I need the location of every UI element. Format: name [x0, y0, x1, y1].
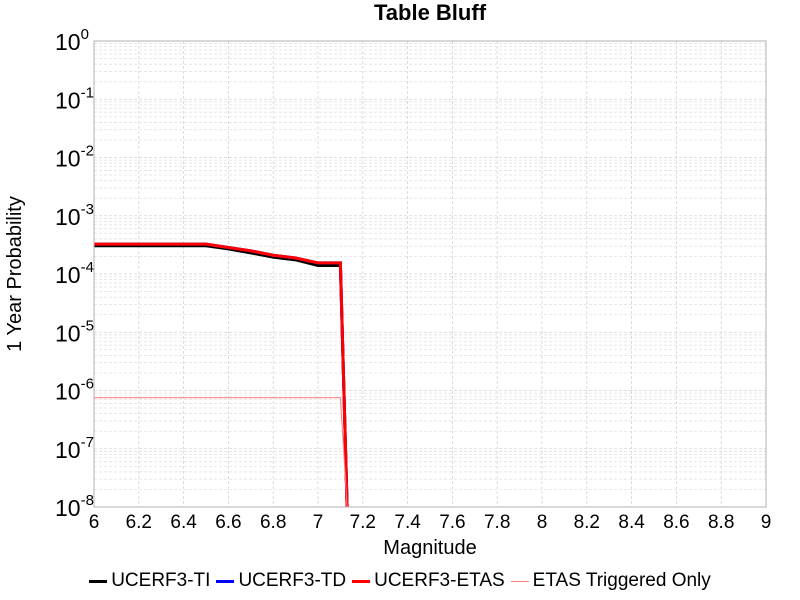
legend-swatch: [216, 579, 235, 583]
y-tick-label: 10-2: [55, 143, 94, 172]
chart-title: Table Bluff: [373, 0, 487, 25]
y-tick-label: 100: [55, 26, 89, 55]
legend-label: UCERF3-TI: [111, 570, 211, 591]
x-tick-label: 8.8: [708, 512, 734, 533]
legend-item: UCERF3-ETAS: [352, 570, 505, 592]
legend-item: ETAS Triggered Only: [510, 570, 711, 592]
x-tick-label: 7.6: [439, 512, 465, 533]
series-line-ucerf3-etas: [94, 242, 349, 507]
x-tick-label: 7.8: [484, 512, 510, 533]
y-tick-label: 10-6: [55, 376, 94, 405]
x-tick-label: 6.8: [260, 512, 286, 533]
x-tick-label: 9: [761, 512, 772, 533]
series-group: [94, 242, 349, 507]
y-tick-label: 10-7: [55, 434, 94, 463]
x-tick-label: 6.4: [170, 512, 197, 533]
plot-border: [93, 40, 767, 508]
y-tick-label: 10-1: [55, 84, 94, 113]
x-tick-label: 7.4: [394, 512, 421, 533]
x-tick-label: 6.2: [126, 512, 152, 533]
legend-item: UCERF3-TD: [216, 570, 346, 592]
x-tick-label: 6.6: [215, 512, 241, 533]
x-tick-label: 8.4: [618, 512, 645, 533]
y-axis-label: 1 Year Probability: [4, 196, 26, 352]
x-tick-label: 7: [313, 512, 324, 533]
grid: [93, 40, 767, 508]
x-tick-label: 7.2: [350, 512, 376, 533]
legend-label: ETAS Triggered Only: [532, 570, 711, 591]
series-line-ucerf3-ti: [94, 244, 349, 507]
y-tick-label: 10-4: [55, 259, 94, 288]
legend-swatch: [510, 580, 529, 582]
legend-label: UCERF3-TD: [238, 570, 347, 591]
legend-item: UCERF3-TI: [89, 570, 210, 592]
legend-swatch: [352, 579, 371, 583]
x-tick-label: 8.6: [663, 512, 689, 533]
y-tick-label: 10-3: [55, 201, 94, 230]
legend-label: UCERF3-ETAS: [374, 570, 505, 591]
x-tick-label: 8.2: [574, 512, 600, 533]
y-tick-label: 10-5: [55, 317, 94, 346]
x-axis-label: Magnitude: [383, 537, 477, 559]
legend-swatch: [89, 579, 108, 583]
y-tick-label: 10-8: [55, 492, 94, 521]
x-tick-label: 8: [537, 512, 548, 533]
series-line-etas-triggered-only: [94, 397, 348, 507]
x-tick-label: 6: [89, 512, 100, 533]
legend: UCERF3-TI UCERF3-TD UCERF3-ETAS ETAS Trigge…: [0, 568, 800, 594]
